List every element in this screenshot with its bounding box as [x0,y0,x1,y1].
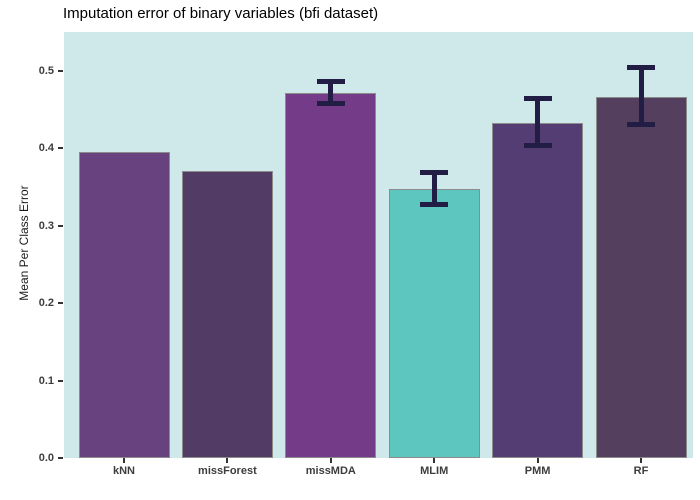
error-bar-cap-top-MLIM [420,170,449,176]
error-bar-cap-bottom-missMDA [316,100,345,106]
bar-MLIM [388,189,480,458]
y-tick-label-0.2: 0.2 [38,297,54,310]
chart-title: Imputation error of binary variables (bf… [63,5,379,22]
x-tick-label-RF: RF [633,465,649,477]
y-tick-0.2 [58,302,63,305]
y-tick-0.5 [58,69,63,72]
error-bar-line-RF [638,67,644,125]
plot-panel [64,32,693,458]
bar-missForest [181,171,273,458]
y-tick-0.3 [58,224,63,227]
y-tick-label-0.4: 0.4 [38,142,54,155]
error-bar-cap-bottom-MLIM [420,202,449,208]
x-tick-label-missMDA: missMDA [305,465,356,477]
y-tick-0.0 [58,457,63,459]
error-bar-line-missMDA [328,81,334,104]
bar-PMM [492,122,584,458]
y-axis-title: Mean Per Class Error [17,185,31,301]
x-tick-RF [640,458,642,463]
bar-kNN [78,152,170,458]
error-bar-cap-bottom-PMM [523,142,552,148]
error-bar-cap-top-RF [627,65,655,71]
error-bar-line-PMM [535,98,541,146]
x-tick-label-PMM: PMM [524,465,551,477]
bar-missMDA [285,93,377,458]
x-tick-missMDA [329,458,332,463]
y-tick-0.4 [58,147,63,150]
x-tick-kNN [123,458,125,463]
bar-RF [595,97,687,458]
x-tick-missForest [226,458,229,463]
error-bar-cap-top-missMDA [316,79,345,85]
error-bar-cap-top-PMM [523,96,552,102]
x-tick-label-missForest: missForest [198,465,257,477]
x-tick-label-kNN: kNN [112,465,136,477]
y-tick-label-0.0: 0.0 [38,452,54,464]
y-tick-label-0.5: 0.5 [38,64,54,77]
y-tick-label-0.1: 0.1 [38,374,54,387]
x-tick-MLIM [433,458,436,463]
x-tick-PMM [536,458,539,463]
y-tick-label-0.3: 0.3 [38,219,54,232]
y-tick-0.1 [58,379,63,382]
error-bar-cap-bottom-RF [627,121,655,127]
x-tick-label-MLIM: MLIM [420,465,449,477]
error-bar-line-MLIM [431,172,437,205]
